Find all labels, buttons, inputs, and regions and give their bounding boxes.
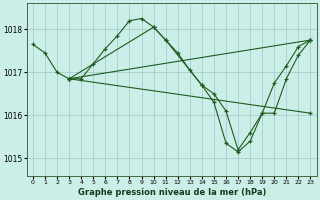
X-axis label: Graphe pression niveau de la mer (hPa): Graphe pression niveau de la mer (hPa)	[77, 188, 266, 197]
